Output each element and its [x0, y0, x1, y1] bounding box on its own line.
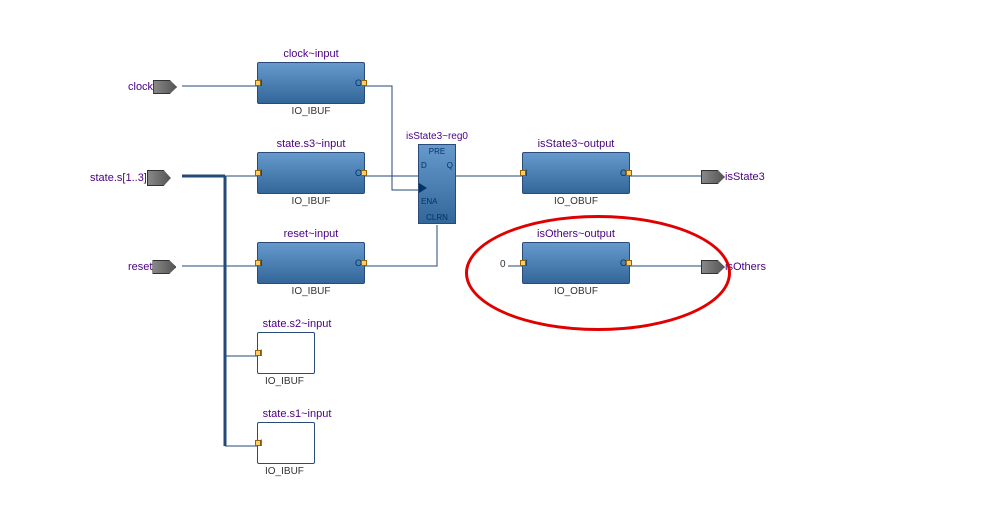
clk-triangle-icon — [419, 183, 427, 193]
port-isState3-label: isState3 — [725, 171, 765, 183]
port-clock-label: clock — [128, 81, 153, 93]
block-s2-input[interactable]: state.s2~input I IO_IBUF — [257, 318, 337, 387]
block-clock-input[interactable]: clock~input I O IO_IBUF — [257, 48, 365, 117]
block-body: I O — [522, 152, 630, 194]
block-subtype: IO_IBUF — [265, 376, 337, 387]
block-body: PRE D Q ENA CLRN — [418, 144, 456, 224]
pin-i-label: I — [260, 438, 263, 448]
block-title: isState3~output — [522, 138, 630, 150]
pin-i-label: I — [525, 168, 528, 178]
block-s3-input[interactable]: state.s3~input I O IO_IBUF — [257, 138, 365, 207]
pin-pre: PRE — [429, 147, 445, 156]
port-arrow-icon — [701, 170, 725, 184]
port-state-label: state.s[1..3] — [90, 172, 147, 184]
block-subtype: IO_IBUF — [257, 106, 365, 117]
pin-dot — [361, 80, 367, 86]
pin-dot — [361, 170, 367, 176]
block-reset-input[interactable]: reset~input I O IO_IBUF — [257, 228, 365, 297]
pin-i-label: I — [260, 348, 263, 358]
block-isState3-output[interactable]: isState3~output I O IO_OBUF — [522, 138, 630, 207]
block-title: state.s1~input — [257, 408, 337, 420]
wire-reset-to-clrn — [365, 225, 437, 266]
block-reg0[interactable]: isState3~reg0 PRE D Q ENA CLRN — [400, 131, 474, 224]
pin-i-label: I — [260, 78, 263, 88]
block-title: state.s3~input — [257, 138, 365, 150]
port-arrow-icon — [153, 80, 177, 94]
block-subtype: IO_IBUF — [265, 466, 337, 477]
block-body: I O — [257, 62, 365, 104]
pin-ena: ENA — [421, 197, 437, 206]
block-body: I — [257, 422, 315, 464]
pin-i-label: I — [260, 168, 263, 178]
block-subtype: IO_IBUF — [257, 286, 365, 297]
pin-dot — [361, 260, 367, 266]
pin-q: Q — [447, 161, 453, 170]
block-title: isState3~reg0 — [400, 131, 474, 142]
block-subtype: IO_IBUF — [257, 196, 365, 207]
port-isState3[interactable]: isState3 — [701, 170, 765, 184]
block-body: I O — [257, 152, 365, 194]
highlight-ellipse — [465, 215, 731, 331]
port-state[interactable]: state.s[1..3] — [90, 170, 171, 186]
port-isOthers-label: isOthers — [725, 261, 766, 273]
port-reset-label: reset — [128, 261, 152, 273]
pin-d: D — [421, 161, 427, 170]
block-body: I — [257, 332, 315, 374]
block-s1-input[interactable]: state.s1~input I IO_IBUF — [257, 408, 337, 477]
port-arrow-icon — [152, 260, 176, 274]
pin-dot — [626, 170, 632, 176]
pin-clrn: CLRN — [426, 213, 448, 222]
block-body: I O — [257, 242, 365, 284]
pin-i-label: I — [260, 258, 263, 268]
block-title: state.s2~input — [257, 318, 337, 330]
port-arrow-icon — [147, 170, 171, 186]
port-reset[interactable]: reset — [128, 260, 176, 274]
port-clock[interactable]: clock — [128, 80, 177, 94]
block-title: clock~input — [257, 48, 365, 60]
block-title: reset~input — [257, 228, 365, 240]
block-subtype: IO_OBUF — [522, 196, 630, 207]
